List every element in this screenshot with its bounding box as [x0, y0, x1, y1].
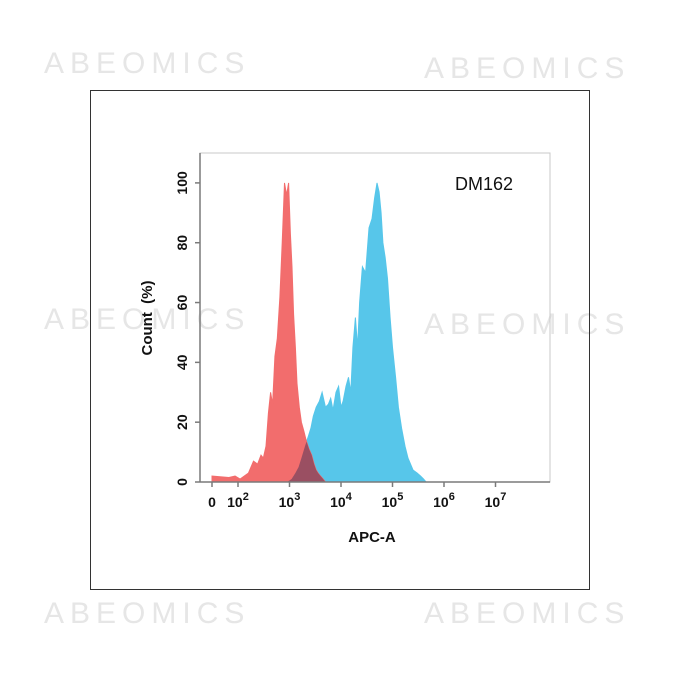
x-axis-title: APC-A — [348, 529, 396, 546]
x-tick-label: 106 — [433, 491, 455, 510]
y-tick-label: 100 — [174, 171, 190, 195]
x-tick-label: 102 — [227, 491, 249, 510]
x-tick-label: 105 — [382, 491, 404, 510]
y-tick-label: 80 — [174, 235, 190, 251]
x-tick-label: 103 — [279, 491, 301, 510]
y-tick-label: 60 — [174, 295, 190, 311]
y-tick-label: 20 — [174, 414, 190, 430]
x-tick-label: 0 — [208, 494, 216, 510]
sample-label: DM162 — [455, 174, 513, 194]
x-tick-label: 104 — [330, 491, 353, 510]
sample-histogram-area — [285, 182, 428, 483]
y-axis-title: Count (%) — [139, 281, 156, 356]
figure-frame — [90, 90, 590, 590]
x-tick-label: 107 — [485, 491, 507, 510]
y-tick-label: 0 — [174, 478, 190, 486]
y-tick-label: 40 — [174, 354, 190, 370]
